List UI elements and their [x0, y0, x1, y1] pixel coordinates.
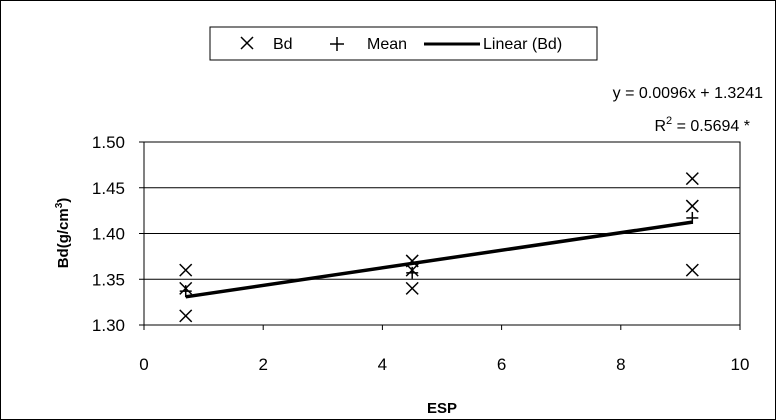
y-tick-label: 1.45 [92, 179, 125, 198]
y-tick-label: 1.50 [92, 133, 125, 152]
r-squared-value: = 0.5694 * [672, 118, 750, 135]
r-squared-sup: 2 [666, 115, 672, 127]
y-axis-title-main: Bd(g/cm [55, 208, 72, 268]
mean-point [686, 211, 699, 224]
x-tick-label: 0 [139, 355, 148, 374]
mean-point [406, 266, 419, 279]
x-axis-title: ESP [427, 400, 457, 417]
legend: Bd Mean Linear (Bd) [209, 26, 598, 61]
bd-point [179, 263, 193, 277]
bd-point [179, 309, 193, 323]
x-tick-label: 2 [258, 355, 267, 374]
mean-point [179, 285, 192, 298]
trendline [185, 220, 693, 299]
x-axis-ticks: 0 2 4 6 8 10 [139, 325, 749, 374]
y-axis-title-sup: 3 [54, 202, 65, 208]
x-tick-label: 6 [497, 355, 506, 374]
gridlines [144, 187, 740, 280]
bd-point [685, 172, 699, 186]
bd-point [405, 254, 419, 268]
y-tick-label: 1.30 [92, 316, 125, 335]
trendline-layer [185, 220, 693, 299]
r-squared: R2 = 0.5694 * [654, 115, 750, 135]
points-layer [179, 172, 699, 323]
x-tick-label: 10 [731, 355, 750, 374]
legend-label-bd: Bd [273, 36, 293, 53]
x-tick-label: 4 [378, 355, 387, 374]
y-tick-label: 1.35 [92, 270, 125, 289]
r-squared-prefix: R [654, 118, 666, 135]
y-tick-label: 1.40 [92, 225, 125, 244]
y-axis-title: Bd(g/cm3) [54, 198, 72, 269]
legend-marker-mean [330, 37, 344, 51]
legend-label-linear: Linear (Bd) [483, 36, 562, 53]
legend-box [209, 26, 598, 61]
y-axis-title-end: ) [55, 198, 72, 203]
legend-label-mean: Mean [367, 36, 407, 53]
legend-marker-bd [240, 36, 254, 50]
bd-point [685, 199, 699, 213]
regression-equation: y = 0.0096x + 1.3241 [613, 85, 763, 102]
y-axis-ticks: 1.30 1.35 1.40 1.45 1.50 [92, 133, 144, 335]
bd-point [685, 263, 699, 277]
x-tick-label: 8 [616, 355, 625, 374]
bd-point [405, 281, 419, 295]
